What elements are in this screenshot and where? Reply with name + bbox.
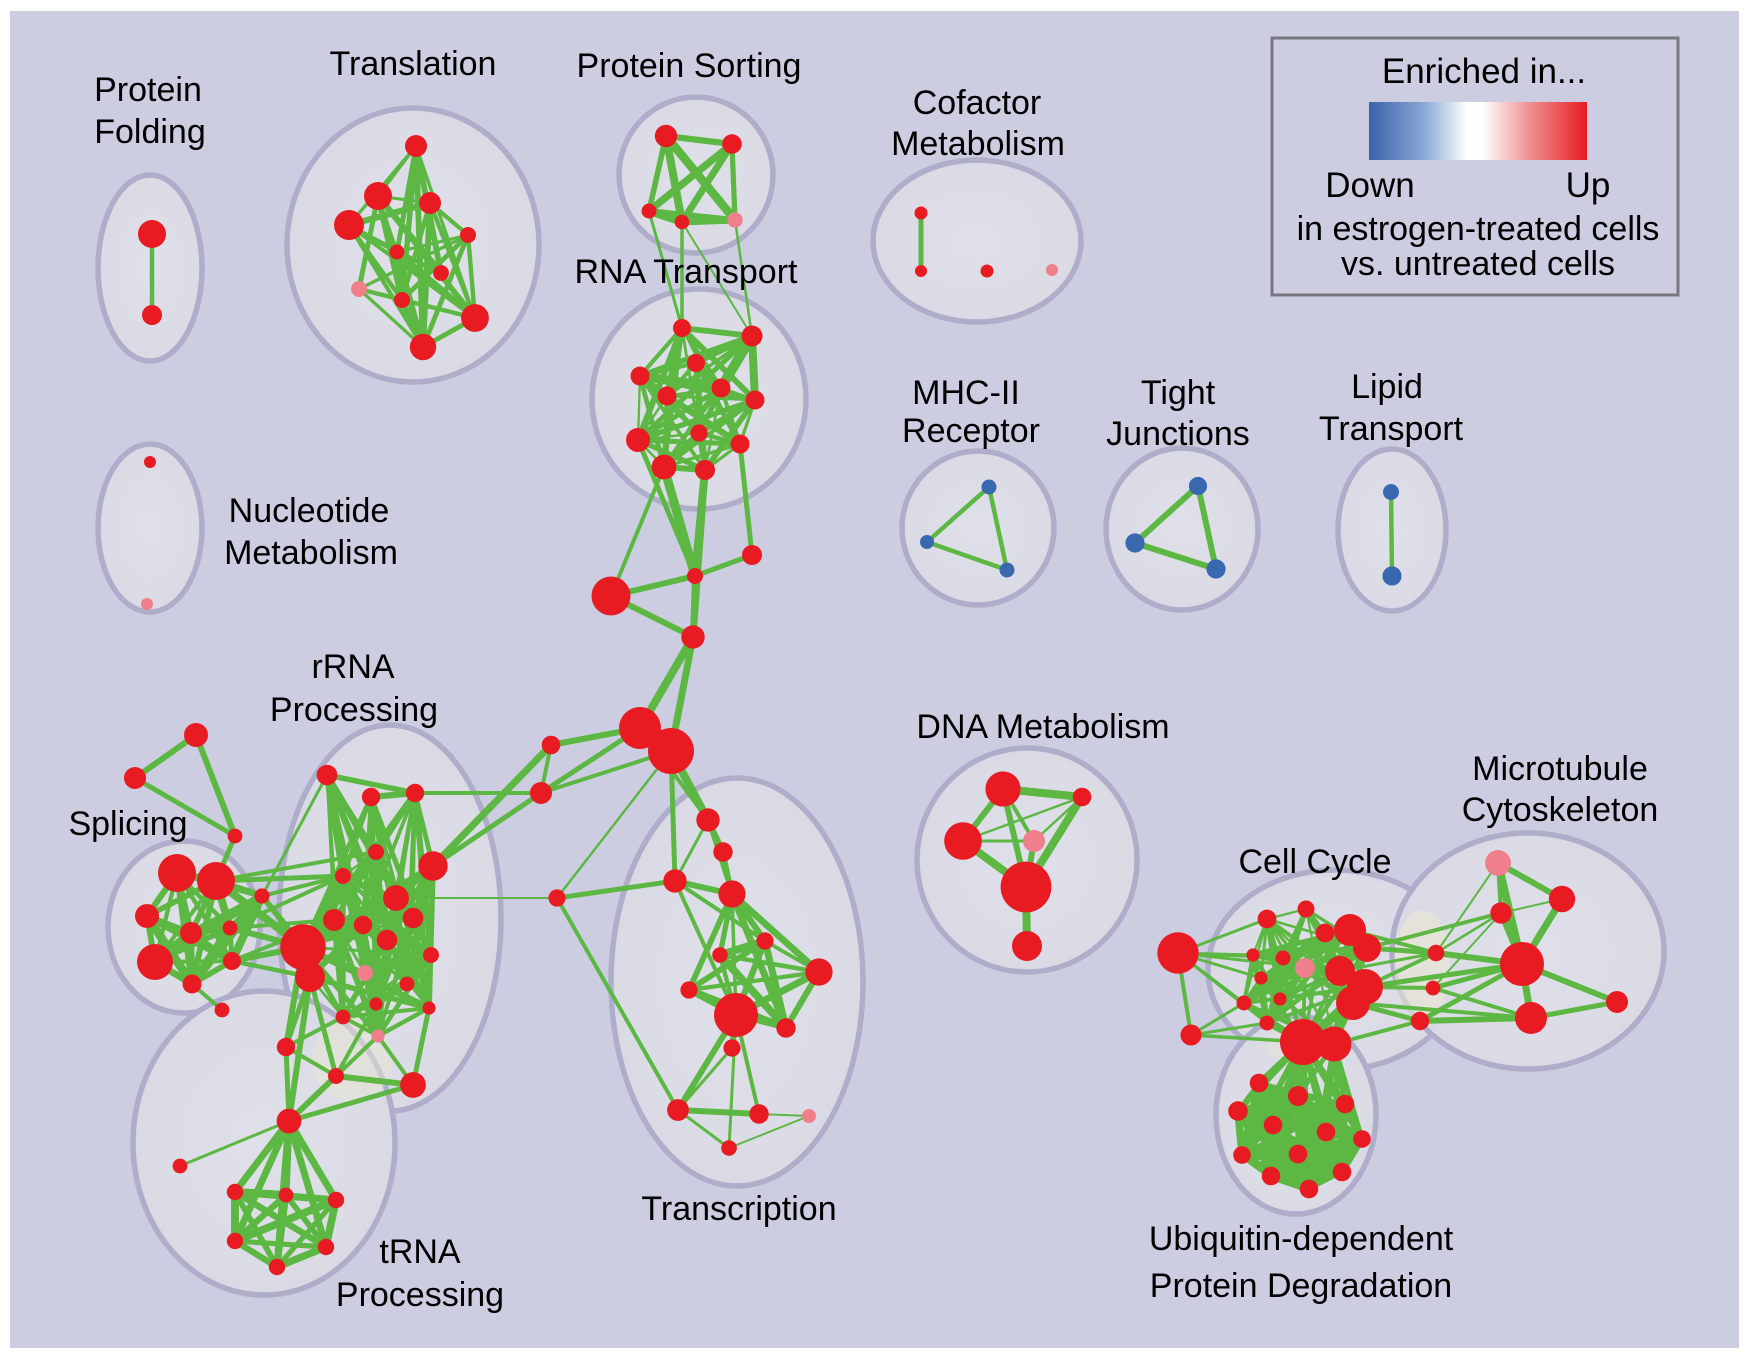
svg-text:Down: Down [1325,166,1414,205]
svg-text:rRNA: rRNA [311,648,394,686]
svg-text:Receptor: Receptor [902,412,1040,450]
svg-text:DNA Metabolism: DNA Metabolism [916,708,1169,746]
svg-text:Microtubule: Microtubule [1472,750,1648,788]
svg-text:Processing: Processing [270,691,438,729]
svg-text:Protein: Protein [94,71,202,109]
svg-text:Translation: Translation [330,45,497,83]
svg-text:Metabolism: Metabolism [224,534,398,572]
svg-text:Transcription: Transcription [641,1190,836,1228]
svg-text:Junctions: Junctions [1106,415,1250,453]
svg-text:Metabolism: Metabolism [891,125,1065,163]
svg-text:Cofactor: Cofactor [913,84,1042,122]
svg-text:Splicing: Splicing [68,805,187,843]
svg-text:Processing: Processing [336,1276,504,1314]
svg-text:Protein Degradation: Protein Degradation [1150,1267,1452,1305]
svg-text:vs. untreated cells: vs. untreated cells [1341,245,1615,283]
svg-text:Folding: Folding [94,113,206,151]
svg-text:Enriched in...: Enriched in... [1382,52,1586,91]
svg-text:Protein Sorting: Protein Sorting [577,47,802,85]
svg-text:Up: Up [1566,166,1611,205]
svg-text:RNA Transport: RNA Transport [575,253,799,291]
svg-text:MHC-II: MHC-II [912,374,1020,412]
svg-text:Cytoskeleton: Cytoskeleton [1462,791,1659,829]
svg-text:Lipid: Lipid [1351,368,1423,406]
svg-text:in estrogen-treated cells: in estrogen-treated cells [1297,210,1660,248]
svg-text:Transport: Transport [1319,410,1464,448]
svg-text:Nucleotide: Nucleotide [229,492,390,530]
svg-text:Tight: Tight [1141,374,1216,412]
svg-text:Ubiquitin-dependent: Ubiquitin-dependent [1149,1220,1454,1258]
svg-text:tRNA: tRNA [379,1233,461,1271]
svg-text:Cell Cycle: Cell Cycle [1238,843,1391,881]
